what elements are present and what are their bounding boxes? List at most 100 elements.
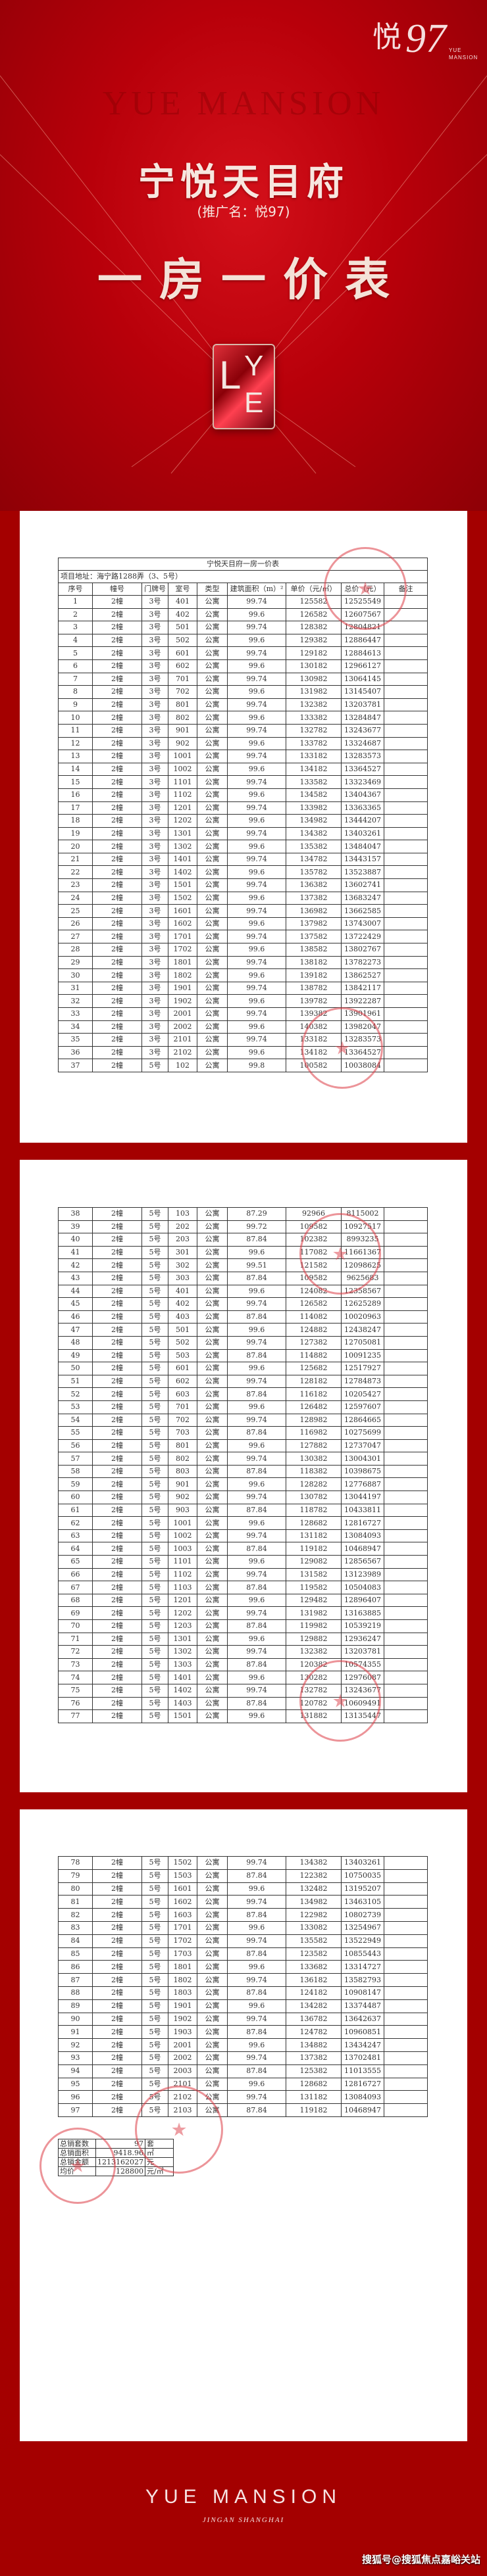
table-cell: 1601 [168,1882,197,1896]
table-cell: 47 [58,1323,93,1337]
table-cell: 99.6 [227,1516,286,1530]
table-row: 13 2幢 3号 1001 公寓 99.74 133182 13283573 [58,750,428,763]
table-cell: 128182 [286,1374,342,1389]
table-cell: 601 [168,1362,197,1375]
table-cell: 公寓 [197,1632,228,1646]
table-row: 74 2幢 5号 1401 公寓 99.6 130282 12976087 [58,1671,428,1684]
table-cell [383,750,428,763]
table-cell: 3 [58,621,93,634]
table-cell: 5号 [141,1645,168,1659]
table-row: 94 2幢 5号 2003 公寓 87.84 125382 11013555 [58,2064,428,2078]
table-cell: 99.6 [227,840,286,853]
table-cell [384,1947,428,1961]
table-row: 43 2幢 5号 303 公寓 87.84 109582 9625683 [58,1271,428,1285]
table-cell: 5号 [141,1400,168,1414]
table-cell: 31 [58,981,93,995]
summary-value: 97 [95,2139,145,2149]
table-cell: 99.74 [227,775,286,789]
column-header: 幢号 [92,583,142,596]
table-cell [384,1335,428,1350]
table-cell: 44 [58,1284,93,1299]
table-cell: 2幢 [92,762,142,776]
table-cell: 13484047 [341,840,384,853]
table-cell: 61 [58,1503,93,1517]
table-cell: 87.84 [227,1310,286,1324]
table-cell [383,608,428,622]
table-cell: 125582 [286,595,342,609]
table-cell: 公寓 [197,1335,228,1350]
table-cell: 701 [168,672,197,686]
table-cell: 87.84 [227,1619,286,1633]
table-cell [384,1658,428,1672]
table-cell: 99.6 [227,917,286,931]
table-cell: 1301 [168,826,197,841]
table-cell: 公寓 [197,1477,228,1492]
table-cell: 2幢 [92,672,142,686]
table-row: 81 2幢 5号 1602 公寓 99.74 134982 13463105 [58,1895,428,1909]
table-cell: 13522949 [341,1934,384,1948]
table-row: 26 2幢 3号 1602 公寓 99.6 137982 13743007 [58,917,428,931]
table-row: 75 2幢 5号 1402 公寓 99.74 132782 13243677 [58,1683,428,1698]
table-cell: 公寓 [197,1683,228,1698]
table-cell: 10574355 [341,1658,384,1672]
table-cell [384,1709,428,1723]
table-cell: 2幢 [92,711,142,725]
table-cell: 24 [58,891,93,905]
table-cell: 5号 [141,2051,168,2065]
table-cell [383,955,428,970]
table-cell: 72 [58,1645,93,1659]
table-cell: 129382 [286,633,342,648]
table-cell [384,1245,428,1260]
table-cell: 87.84 [227,1908,286,1922]
table-cell: 134382 [286,826,342,841]
table-cell: 3号 [141,646,168,660]
table-cell: 1102 [168,1567,197,1582]
table-cell: 公寓 [197,1516,228,1530]
table-cell: 公寓 [197,1310,228,1324]
table-cell: 2幢 [92,1529,142,1543]
table-cell [383,891,428,905]
table-cell: 13683247 [341,891,384,905]
table-cell: 公寓 [197,659,228,673]
table-row: 47 2幢 5号 501 公寓 99.6 124882 12438247 [58,1323,428,1337]
table-cell: 138182 [286,955,342,970]
table-row: 84 2幢 5号 1702 公寓 99.74 135582 13522949 [58,1934,428,1948]
table-row: 29 2幢 3号 1801 公寓 99.74 138182 13782273 [58,955,428,970]
table-cell: 1303 [168,1658,197,1672]
table-cell: 131582 [286,1567,342,1582]
table-cell: 5号 [141,1882,168,1896]
table-cell: 公寓 [197,1464,228,1479]
table-cell: 128382 [286,621,342,634]
table-cell: 2幢 [92,878,142,892]
table-cell: 3号 [141,801,168,815]
summary-row: 总销金额 1213162027 元 [58,2157,174,2167]
table-cell: 3号 [141,878,168,892]
table-cell: 119582 [286,1581,342,1594]
table-cell: 1203 [168,1619,197,1633]
table-row: 63 2幢 5号 1002 公寓 99.74 131182 13084093 [58,1529,428,1543]
table-cell: 13523887 [341,865,384,880]
table-cell: 5号 [141,1452,168,1466]
table-cell: 99.6 [227,1284,286,1299]
table-cell: 5号 [141,1709,168,1723]
table-cell: 2幢 [92,917,142,931]
table-cell [384,1593,428,1608]
table-cell: 87.84 [227,1271,286,1285]
table-cell: 5号 [141,1503,168,1517]
table-cell: 2幢 [92,1297,142,1311]
table-cell: 55 [58,1426,93,1440]
table-row: 85 2幢 5号 1703 公寓 87.84 123582 10855443 [58,1947,428,1961]
table-cell: 2幢 [92,865,142,880]
table-cell: 133782 [286,736,342,751]
table-cell: 68 [58,1593,93,1608]
table-row: 79 2幢 5号 1503 公寓 87.84 122382 10750035 [58,1869,428,1883]
table-cell: 130982 [286,672,342,686]
table-cell: 136382 [286,878,342,892]
table-cell: 12776887 [341,1477,384,1492]
table-cell [384,1696,428,1711]
table-cell: 2002 [168,2051,197,2065]
table-row: 64 2幢 5号 1003 公寓 87.84 119182 10468947 [58,1542,428,1556]
table-cell [384,1986,428,2000]
table-cell: 3号 [141,968,168,982]
table-row: 62 2幢 5号 1001 公寓 99.6 128682 12816727 [58,1516,428,1530]
